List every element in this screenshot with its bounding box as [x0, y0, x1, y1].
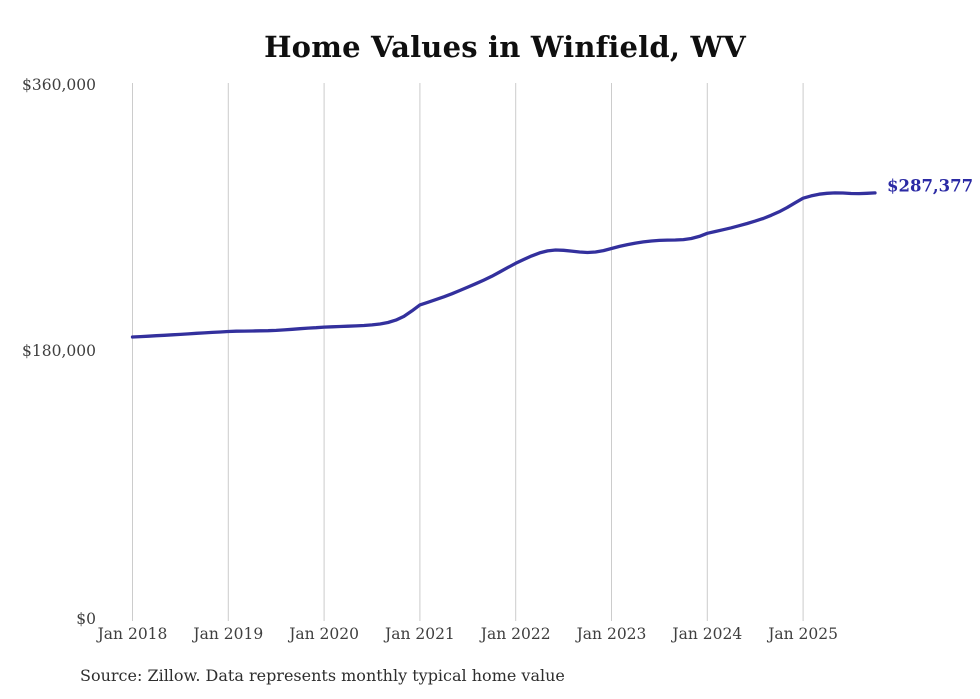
x-axis-tick-jan-2023: Jan 2023	[576, 625, 647, 643]
x-axis-tick-jan-2019: Jan 2019	[193, 625, 264, 643]
latest-value-label: $287,377	[887, 176, 974, 196]
y-axis-tick-0: $0	[76, 610, 96, 628]
x-axis-tick-jan-2021: Jan 2021	[384, 625, 455, 643]
y-axis-tick-180000: $180,000	[22, 342, 96, 360]
chart-title: Home Values in Winfield, WV	[264, 30, 746, 64]
home-value-line-series	[130, 191, 877, 339]
x-axis-tick-jan-2022: Jan 2022	[480, 625, 551, 643]
x-axis-tick-jan-2025: Jan 2025	[768, 625, 838, 643]
y-axis-tick-360000: $360,000	[22, 76, 96, 94]
vertical-gridlines	[132, 83, 804, 621]
source-note: Source: Zillow. Data represents monthly …	[80, 666, 565, 685]
x-axis-tick-jan-2024: Jan 2024	[672, 625, 743, 643]
x-axis-tick-jan-2018: Jan 2018	[97, 625, 168, 643]
x-axis-tick-jan-2020: Jan 2020	[289, 625, 359, 643]
